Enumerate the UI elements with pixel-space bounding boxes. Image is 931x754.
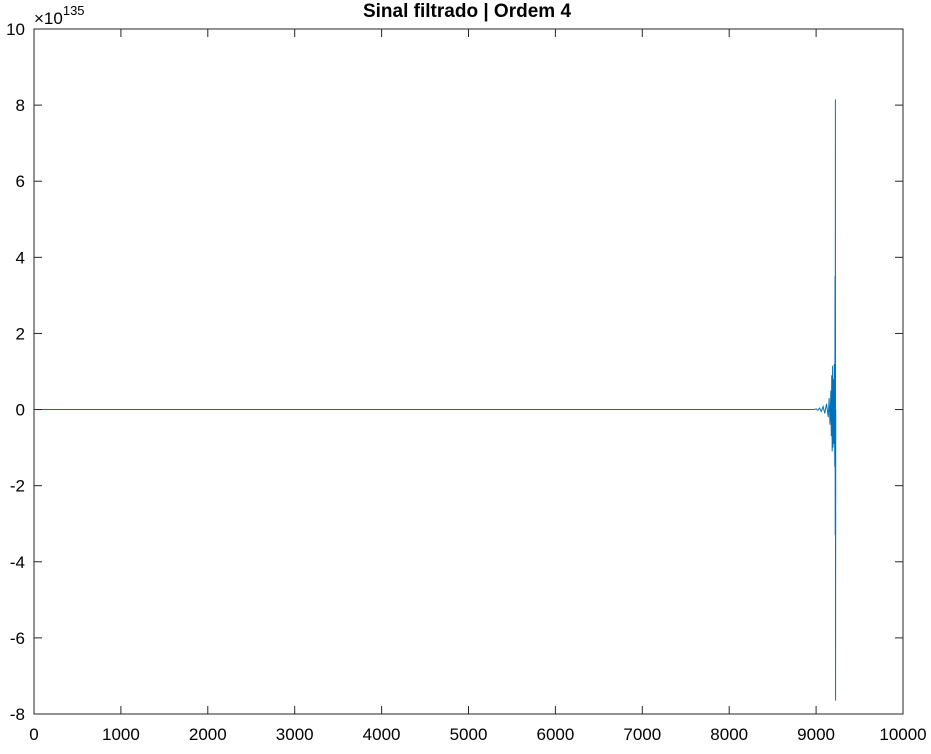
- y-tick-label: 4: [16, 248, 25, 267]
- x-tick-label: 1000: [102, 725, 140, 744]
- plot-area: [34, 99, 837, 701]
- x-tick-label: 8000: [710, 725, 748, 744]
- x-tick-label: 9000: [797, 725, 835, 744]
- y-exponent-power: 135: [63, 3, 85, 18]
- series-line-1: [34, 99, 837, 701]
- x-tick-label: 3000: [276, 725, 314, 744]
- svg-text:×10135: ×10135: [34, 3, 85, 28]
- y-tick-label: 6: [16, 172, 25, 191]
- x-tick-label: 4000: [363, 725, 401, 744]
- x-tick-label: 6000: [536, 725, 574, 744]
- y-tick-label: -4: [10, 553, 25, 572]
- chart-title: Sinal filtrado | Ordem 4: [363, 1, 571, 22]
- y-tick-label: -2: [10, 477, 25, 496]
- y-tick-label: -8: [10, 705, 25, 724]
- axes: 0 1000 2000 3000 4000 5000 6000 7000 8000 9000 100…: [6, 20, 927, 744]
- y-tick-label: 8: [16, 96, 25, 115]
- y-tick-label: -6: [10, 629, 25, 648]
- y-tick-label: 10: [6, 20, 25, 39]
- y-exponent-base: ×10: [34, 9, 63, 28]
- axes-box: [33, 28, 904, 715]
- x-tick-label: 7000: [623, 725, 661, 744]
- x-tick-label: 0: [29, 725, 38, 744]
- y-tick-label: 0: [16, 401, 25, 420]
- x-tick-label: 10000: [879, 725, 926, 744]
- x-tick-label: 2000: [189, 725, 227, 744]
- x-tick-label: 5000: [450, 725, 488, 744]
- y-tick-label: 2: [16, 324, 25, 343]
- y-exponent-label: ×10135: [34, 3, 85, 28]
